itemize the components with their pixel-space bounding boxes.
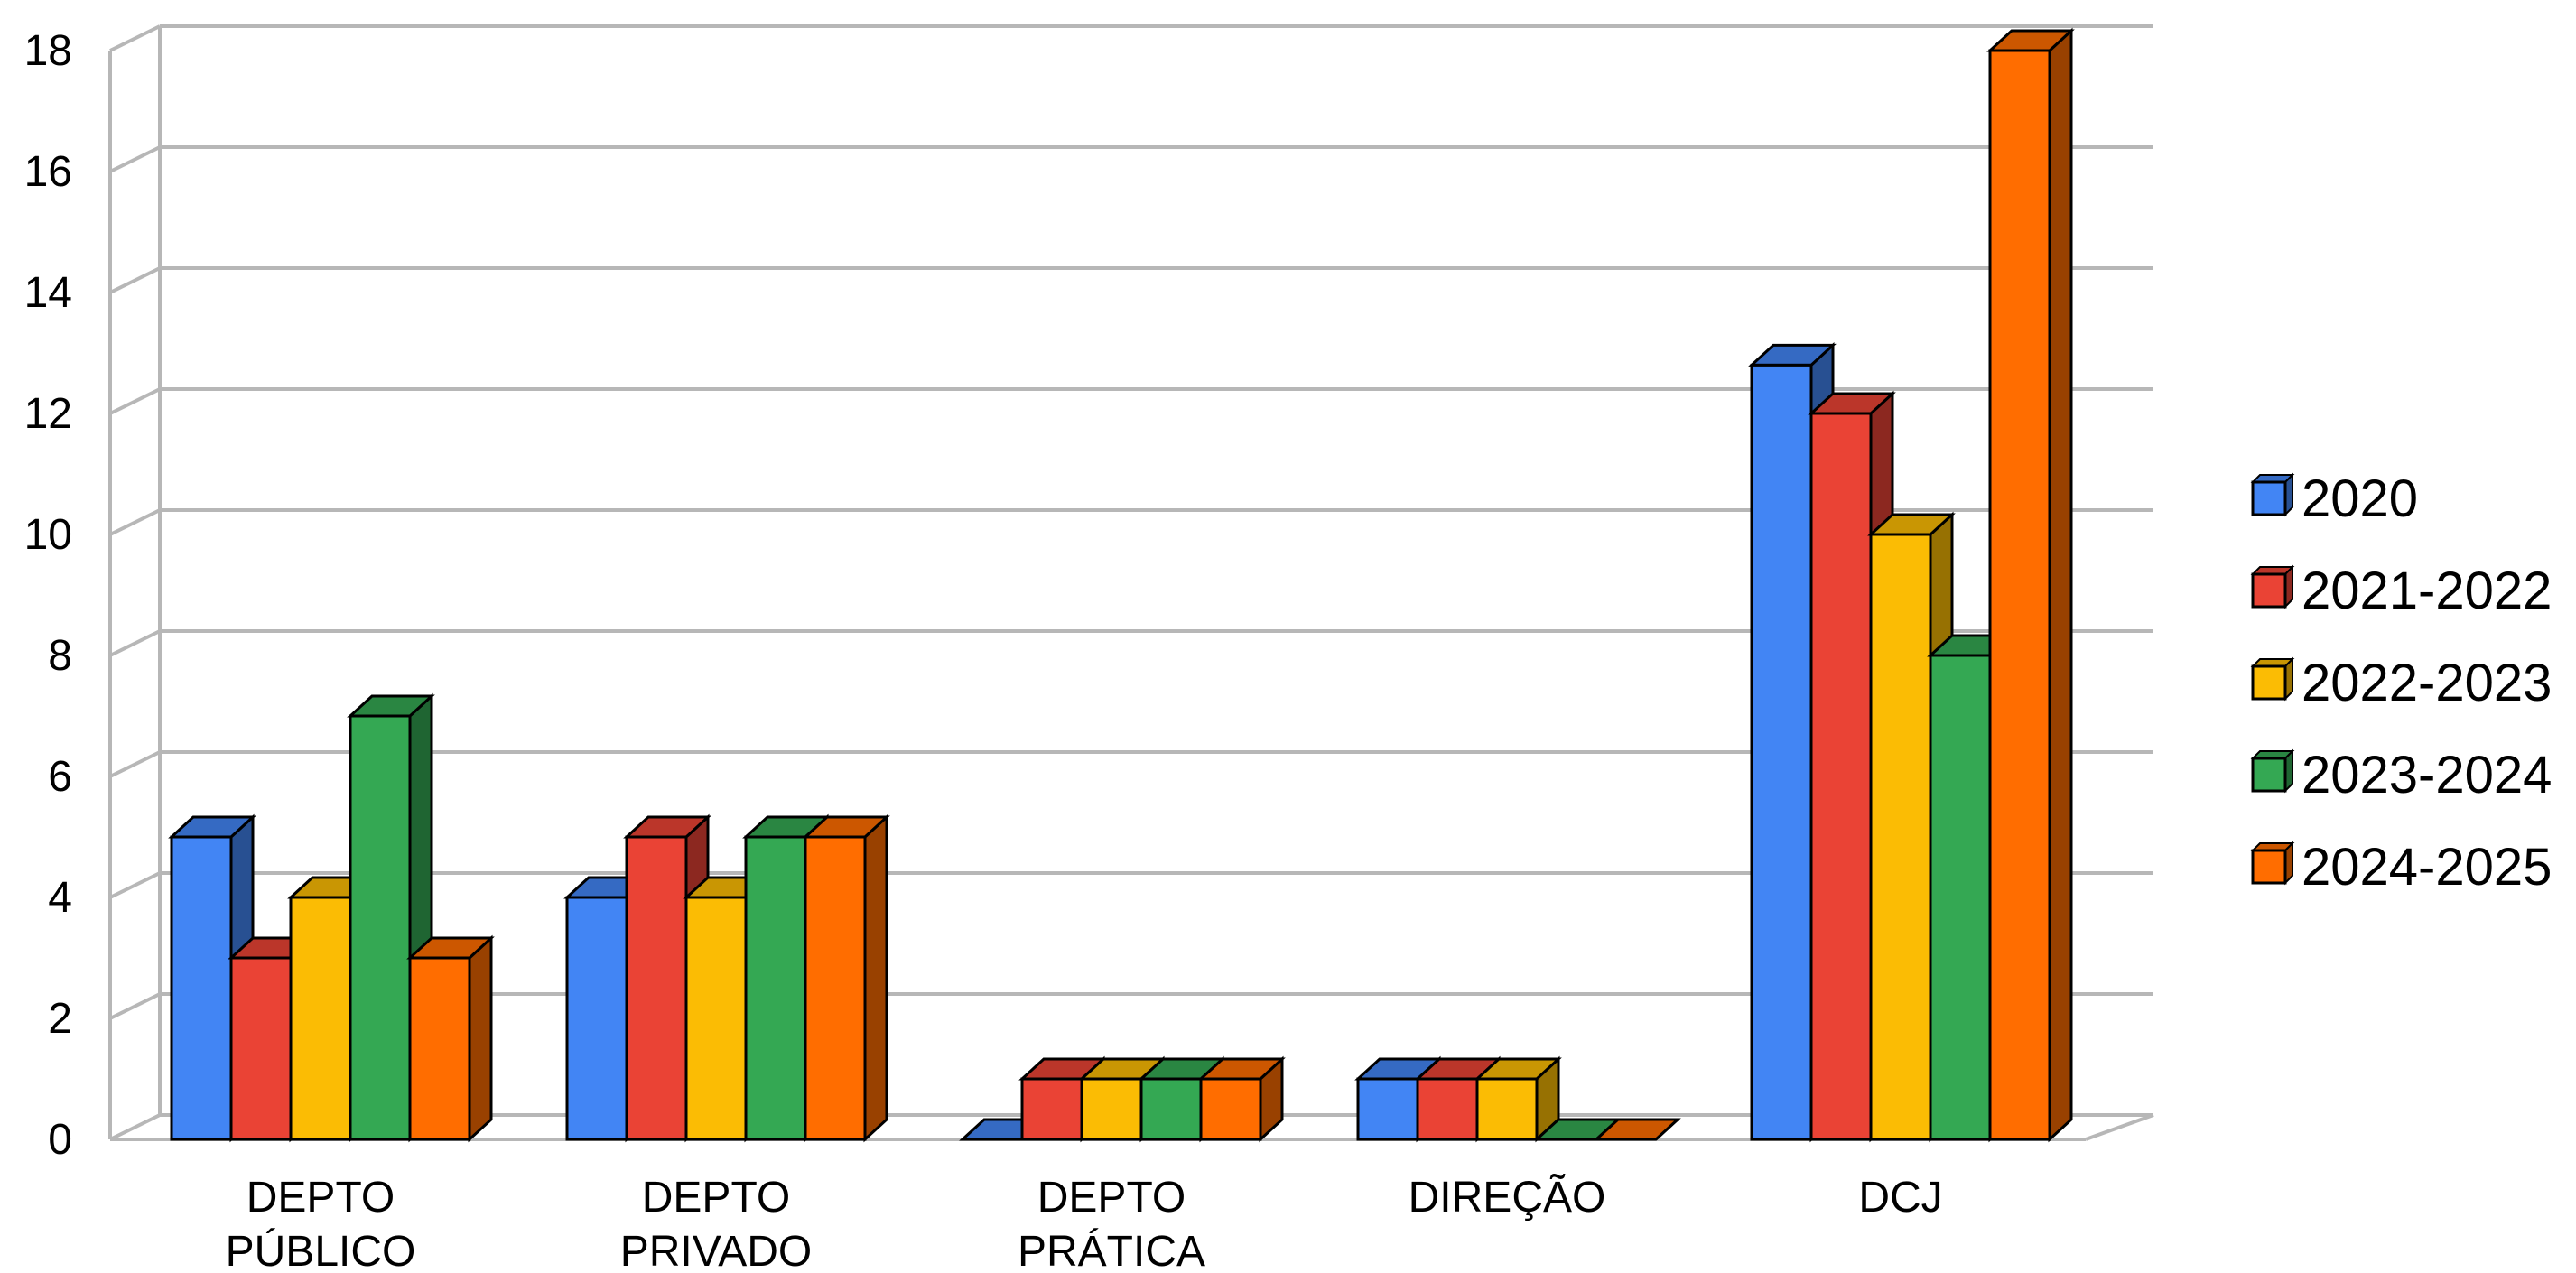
bar-side — [2048, 27, 2073, 1143]
bar-front — [565, 896, 628, 1141]
side-wall-gridline — [109, 387, 161, 415]
legend-swatch — [2251, 664, 2287, 701]
bar-front — [229, 956, 293, 1141]
bar-front — [170, 835, 233, 1141]
legend-label: 2024-2025 — [2302, 838, 2552, 897]
bar-front — [1809, 412, 1873, 1141]
x-tick-label: DEPTO — [246, 1174, 395, 1222]
bar-front — [744, 835, 807, 1141]
legend-item: 2022-2023 — [2250, 654, 2552, 712]
x-tick-label: PRIVADO — [620, 1228, 812, 1273]
bar-front — [1356, 1077, 1419, 1141]
side-wall-gridline — [109, 750, 161, 778]
bar — [1197, 1055, 1286, 1143]
y-tick-label: 0 — [48, 1116, 72, 1164]
x-tick-label: PÚBLICO — [226, 1227, 416, 1273]
y-tick-label: 14 — [24, 269, 72, 317]
side-wall-gridline — [109, 629, 161, 657]
bar-front — [1416, 1077, 1479, 1141]
bar-front — [1199, 1077, 1262, 1141]
bar-front — [1929, 654, 1992, 1141]
bar-front — [289, 896, 352, 1141]
x-tick-label: DIREÇÃO — [1409, 1173, 1606, 1222]
bar-front — [1869, 533, 1932, 1141]
legend-label: 2023-2024 — [2302, 746, 2552, 804]
x-tick-label: DEPTO — [1037, 1174, 1186, 1222]
y-tick-label: 18 — [24, 27, 72, 75]
x-tick-label: DCJ — [1858, 1174, 1942, 1222]
legend-swatch — [2251, 757, 2287, 793]
bar-layer — [168, 27, 2075, 1143]
bar-front — [1750, 363, 1813, 1141]
bar-front — [408, 956, 471, 1141]
side-wall-gridline — [109, 871, 161, 899]
bar-front — [625, 835, 688, 1141]
bar-side — [863, 813, 888, 1143]
legend-item: 2023-2024 — [2250, 746, 2552, 804]
bar-front — [1475, 1077, 1539, 1141]
bar-side — [468, 934, 493, 1143]
y-tick-label: 8 — [48, 632, 72, 680]
side-wall-gridline — [109, 145, 161, 173]
label-layer: 0 2 4 6 8 10 12 14 16 18 DEPTO PÚBLICO DEPTO PRIVADO D… — [24, 27, 1943, 1273]
bar — [1474, 1055, 1562, 1143]
side-wall-gridline — [109, 1113, 161, 1141]
bar-front — [1139, 1077, 1203, 1141]
y-tick-label: 6 — [48, 753, 72, 801]
y-tick-label: 4 — [48, 874, 72, 922]
y-tick-label: 10 — [24, 511, 72, 559]
legend-swatch — [2251, 480, 2287, 516]
bar-front — [684, 896, 748, 1141]
bar-front — [1020, 1077, 1083, 1141]
bar — [623, 813, 711, 1143]
bar-front — [1080, 1077, 1143, 1141]
y-tick-label: 12 — [24, 390, 72, 438]
legend-label: 2020 — [2302, 469, 2418, 528]
legend-label: 2022-2023 — [2302, 654, 2552, 712]
floor-right-edge — [2085, 1113, 2154, 1141]
bar-front — [1988, 49, 2051, 1141]
legend-label: 2021-2022 — [2302, 562, 2552, 620]
bar — [1986, 27, 2075, 1143]
legend-swatch — [2251, 572, 2287, 609]
bar-top — [1593, 1118, 1681, 1141]
y-tick-label: 16 — [24, 148, 72, 196]
legend-item: 2021-2022 — [2250, 562, 2552, 620]
legend-item: 2020 — [2250, 469, 2418, 528]
side-wall-gridline — [109, 266, 161, 294]
bar — [802, 813, 890, 1143]
x-tick-label: DEPTO — [642, 1174, 790, 1222]
x-tick-label: PRÁTICA — [1018, 1228, 1205, 1273]
bar-front — [804, 835, 867, 1141]
side-wall-gridline — [109, 24, 161, 52]
side-wall-gridline — [109, 508, 161, 536]
bar — [406, 934, 495, 1143]
legend-item: 2024-2025 — [2250, 838, 2552, 897]
bar-front — [349, 714, 412, 1141]
legend-swatch — [2251, 849, 2287, 885]
bar — [1593, 1118, 1681, 1141]
side-wall-gridline — [109, 992, 161, 1020]
legend: 2020 2021-2022 2022-2023 2023-2024 2024-2025 — [2250, 469, 2552, 897]
y-tick-label: 2 — [48, 995, 72, 1043]
